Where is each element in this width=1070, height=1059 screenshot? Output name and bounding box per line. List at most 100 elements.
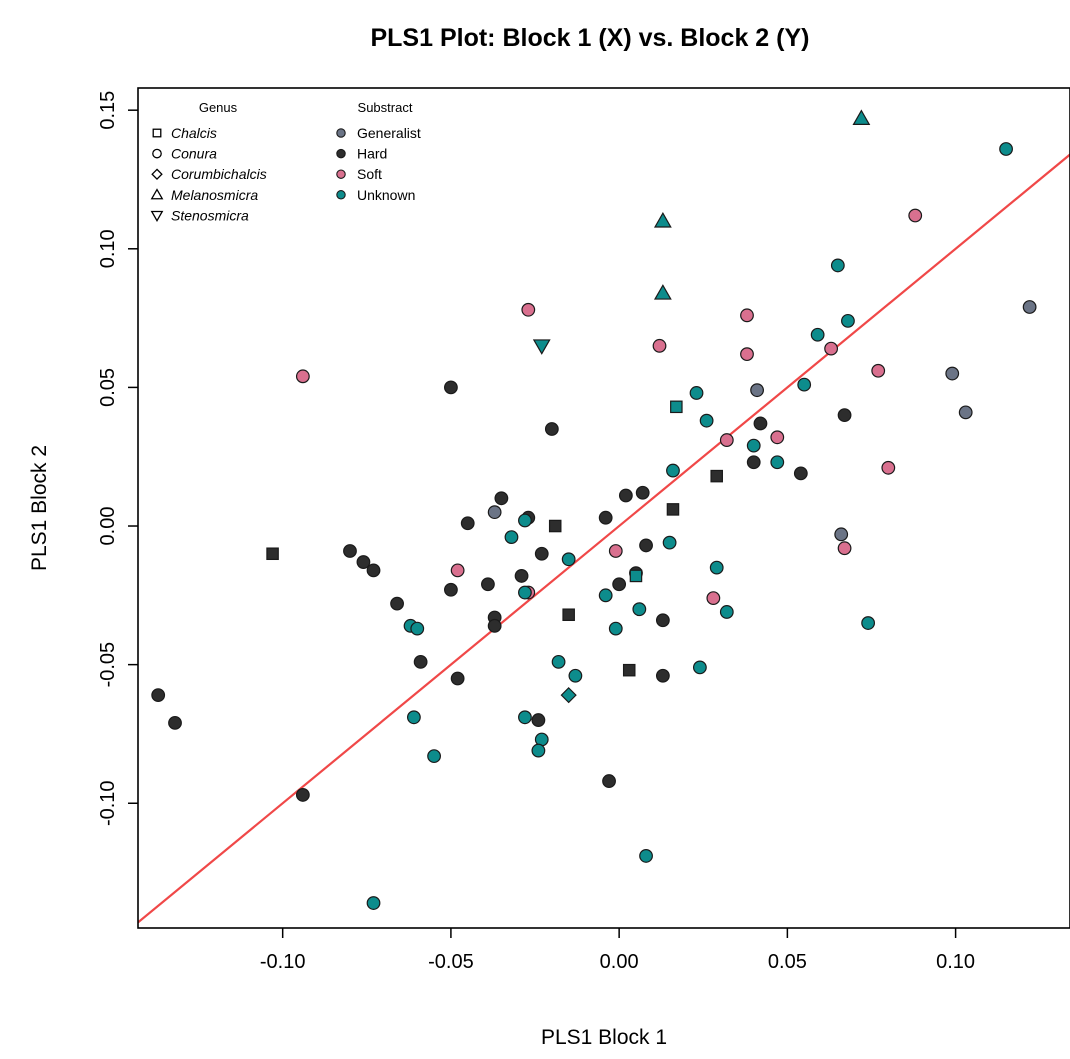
data-point: [746, 455, 761, 470]
data-point: [706, 591, 721, 605]
y-tick-label: 0.00: [97, 507, 119, 546]
data-point: [945, 366, 960, 381]
data-point: [366, 896, 381, 910]
data-point: [662, 535, 677, 550]
data-point: [521, 302, 536, 317]
y-tick-label: 0.05: [97, 368, 119, 407]
x-tick-label: 0.05: [768, 951, 807, 973]
data-point: [639, 538, 653, 553]
data-point: [753, 416, 768, 431]
data-point: [487, 505, 502, 520]
data-point: [444, 380, 458, 395]
data-point: [1022, 300, 1037, 314]
data-point: [410, 621, 425, 636]
data-point: [740, 308, 754, 323]
data-point: [852, 109, 871, 126]
data-point: [366, 563, 381, 578]
data-point: [639, 849, 653, 863]
data-point: [531, 743, 546, 758]
data-point: [460, 516, 475, 531]
legend-genus-title: Genus: [199, 100, 238, 115]
data-point: [653, 211, 672, 228]
data-point: [544, 422, 559, 436]
data-point: [834, 527, 849, 542]
data-point: [560, 687, 577, 704]
data-point: [450, 671, 465, 686]
data-point: [548, 519, 562, 533]
y-axis-label: PLS1 Block 2: [28, 445, 51, 571]
data-point: [861, 616, 876, 630]
data-point: [568, 668, 583, 683]
legend-substract-symbol: [336, 190, 346, 200]
x-tick-label: 0.10: [936, 951, 975, 973]
data-point: [655, 613, 670, 628]
data-point: [618, 488, 633, 503]
legend-genus-label: Stenosmicra: [171, 207, 249, 223]
chart-title: PLS1 Plot: Block 1 (X) vs. Block 2 (Y): [370, 24, 809, 52]
legend-substract-symbol: [336, 148, 346, 159]
data-point: [824, 341, 839, 356]
data-point: [518, 513, 532, 528]
data-point: [295, 788, 310, 802]
data-point: [841, 313, 855, 328]
data-point: [770, 430, 785, 445]
data-point: [608, 544, 623, 558]
data-point: [551, 654, 566, 669]
regression-line: [138, 153, 1070, 924]
y-tick-label: -0.10: [97, 780, 119, 826]
x-axis: -0.10 -0.05 0.00 0.05 0.10: [260, 928, 975, 973]
legend-substract-label: Hard: [357, 146, 387, 162]
data-point: [602, 774, 616, 788]
legend-substract-symbol: [336, 128, 346, 138]
data-point: [561, 552, 576, 567]
data-point: [531, 713, 546, 727]
legend-genus-label: Corumbichalcis: [171, 166, 267, 182]
legend-genus-symbol: [152, 128, 162, 138]
x-tick-label: -0.05: [428, 951, 474, 973]
data-point: [692, 660, 707, 675]
data-point: [598, 588, 613, 603]
legend: Genus Substract Chalcis Conura Corumbichal…: [150, 100, 421, 223]
data-point: [450, 563, 465, 578]
data-point: [740, 347, 754, 362]
data-point: [689, 386, 704, 400]
data-point: [999, 142, 1013, 156]
data-point: [652, 338, 667, 353]
data-point: [837, 408, 852, 423]
y-tick-label: -0.05: [97, 642, 119, 688]
data-point: [653, 284, 672, 300]
data-point: [750, 383, 764, 398]
data-point: [632, 602, 647, 617]
legend-genus-label: Conura: [171, 146, 217, 162]
x-tick-label: -0.10: [260, 951, 306, 973]
legend-genus-symbol: [151, 168, 163, 180]
legend-substract-label: Soft: [357, 166, 382, 182]
y-tick-label: 0.10: [97, 229, 119, 268]
data-point: [481, 577, 495, 592]
data-point: [670, 400, 683, 414]
data-point: [629, 569, 643, 583]
legend-substract-title: Substract: [358, 100, 413, 115]
data-point: [666, 463, 680, 478]
data-point: [635, 485, 650, 500]
data-point: [810, 327, 825, 342]
data-point: [518, 710, 532, 725]
legend-substract-label: Generalist: [357, 125, 421, 141]
data-point: [871, 363, 886, 378]
data-point: [710, 469, 723, 483]
data-point: [514, 569, 529, 583]
data-point: [830, 258, 845, 273]
legend-genus-label: Melanosmicra: [171, 187, 258, 203]
data-point: [413, 654, 428, 669]
data-point: [534, 546, 549, 561]
data-point: [494, 491, 509, 506]
plot-frame: [137, 87, 1070, 929]
plot-area: [138, 109, 1070, 924]
data-point: [797, 377, 812, 392]
data-point: [655, 668, 670, 683]
data-point: [487, 618, 502, 633]
data-point: [908, 208, 923, 223]
data-point: [837, 541, 852, 556]
legend-genus-symbol: [150, 210, 164, 222]
